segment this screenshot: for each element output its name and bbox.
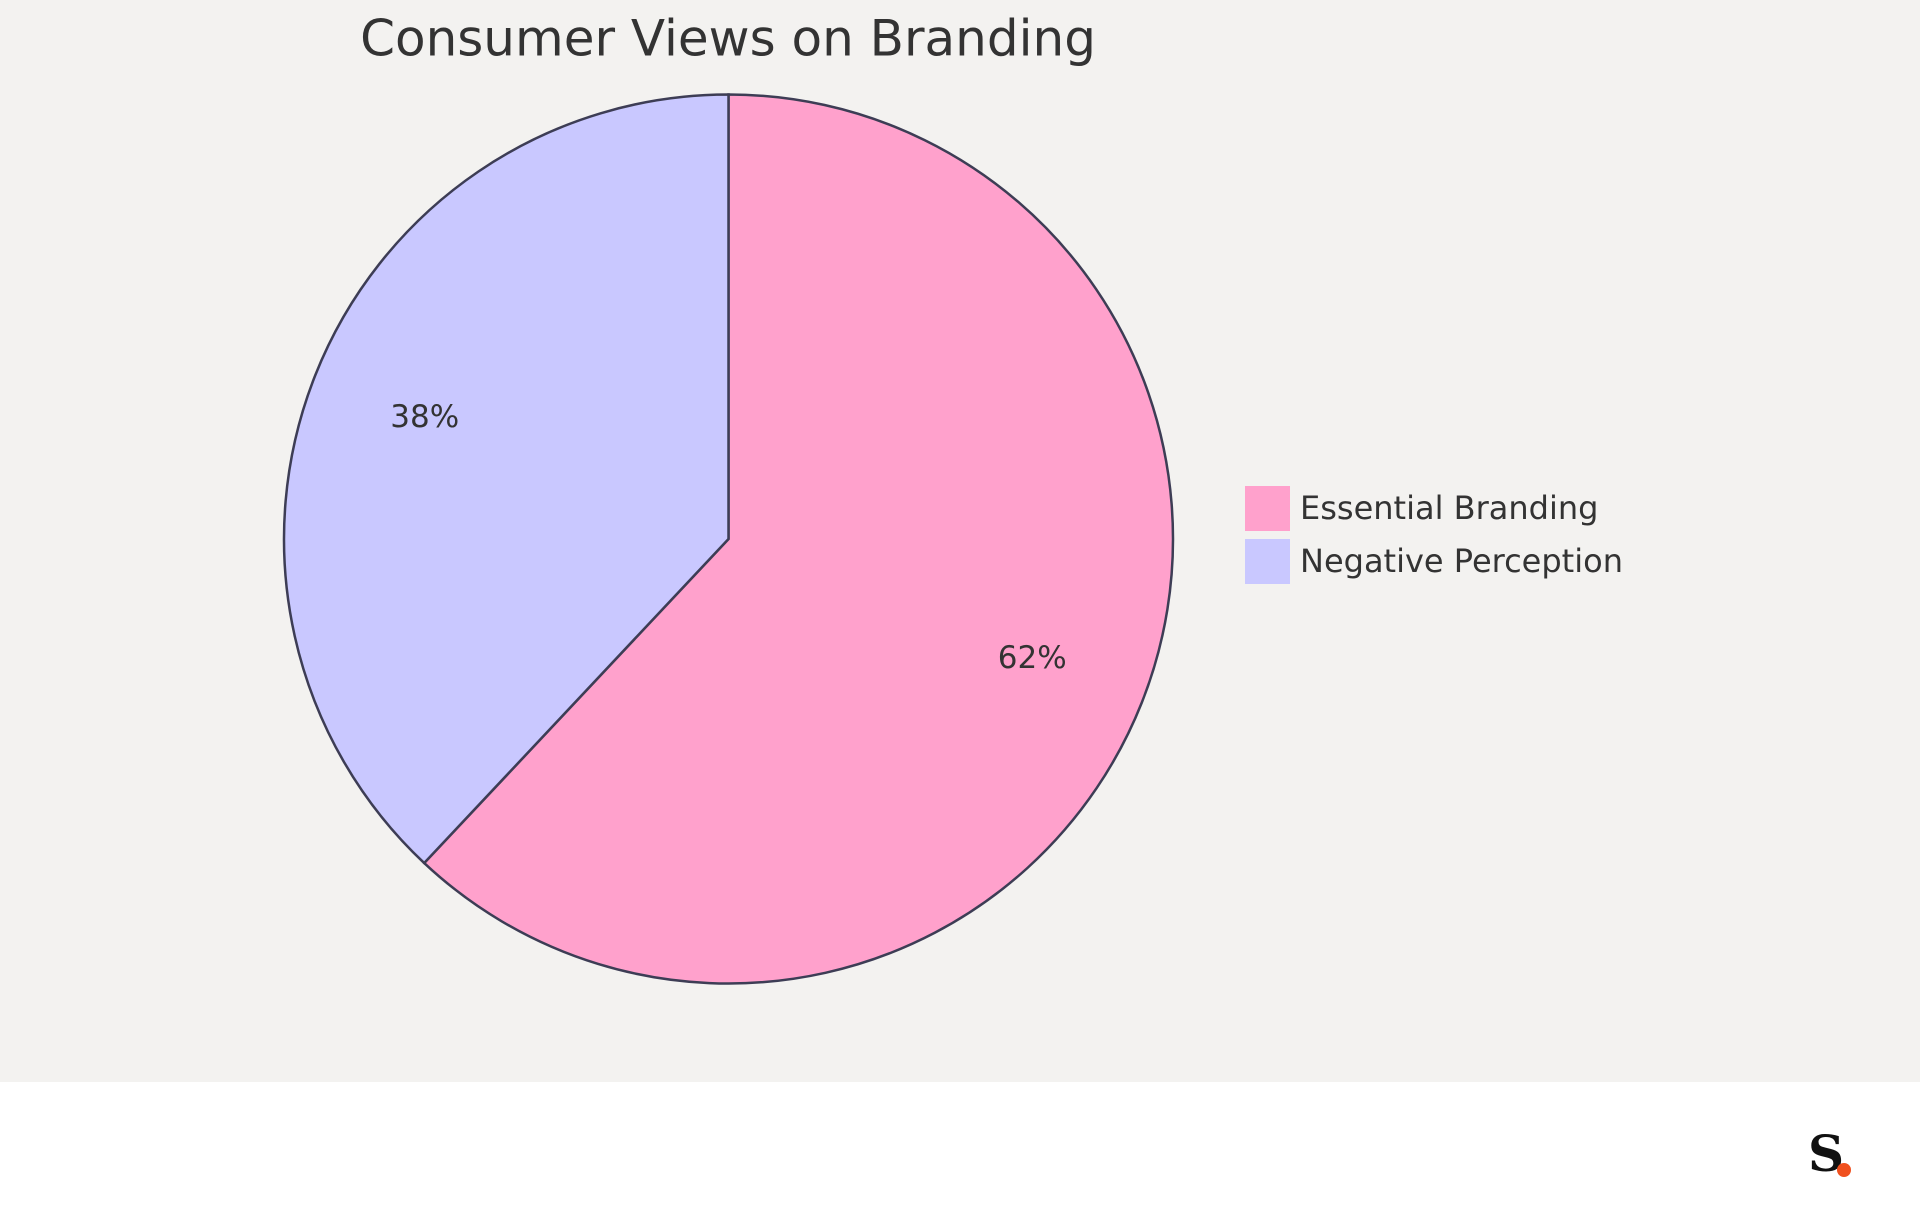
data-label: 38%	[390, 399, 459, 435]
legend-label: Essential Branding	[1300, 489, 1598, 527]
data-label: 62%	[998, 640, 1067, 676]
chart-title: Consumer Views on Branding	[360, 10, 1096, 68]
pie-slice	[422, 93, 1175, 985]
legend-label: Negative Perception	[1300, 542, 1623, 580]
legend-swatch	[1245, 486, 1290, 531]
pie-slice	[282, 93, 730, 865]
logo-dot	[1837, 1163, 1851, 1177]
legend-swatch	[1245, 539, 1290, 584]
footer-background	[0, 1082, 1920, 1215]
